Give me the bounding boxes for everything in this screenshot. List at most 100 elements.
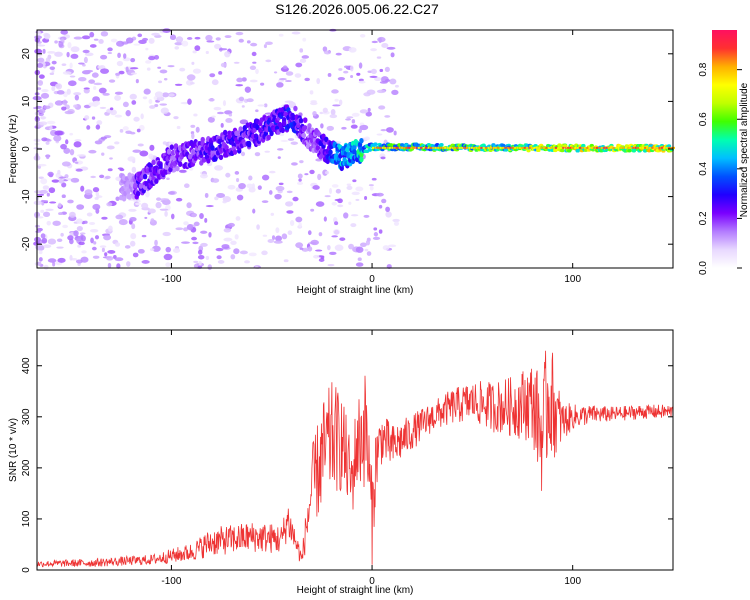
spectrogram-noise-cell	[81, 35, 91, 40]
spectrogram-core-cell	[629, 146, 632, 149]
spectrogram-noise-cell	[45, 57, 51, 63]
spectrogram-noise-cell	[128, 208, 134, 212]
spectrogram-core-cell	[408, 146, 411, 149]
spectrogram-noise-cell	[205, 50, 209, 55]
spectrogram-noise-cell	[290, 141, 299, 145]
spectrogram-noise-cell	[389, 78, 397, 85]
spectrogram-noise-cell	[132, 252, 139, 258]
spectrogram-noise-cell	[54, 130, 64, 136]
spectrogram-noise-cell	[350, 214, 359, 217]
spectrogram-core-cell	[668, 146, 671, 149]
spectrogram-noise-cell	[257, 104, 265, 107]
spectrogram-noise-cell	[130, 233, 137, 240]
spectrogram-core-cell	[514, 146, 517, 149]
spectrogram-noise-cell	[378, 37, 382, 44]
spectrogram-noise-cell	[40, 92, 50, 99]
spectrogram-ridge-cell	[121, 195, 127, 202]
spectrogram-noise-cell	[218, 70, 223, 75]
spectrogram-noise-cell	[66, 178, 72, 181]
spectrogram-noise-cell	[285, 80, 292, 83]
colorbar-ticks: 0.0 0.2 0.4 0.6 0.8	[698, 62, 742, 275]
spectrogram-noise-cell	[119, 168, 125, 172]
spectrogram-core-cell	[665, 146, 668, 149]
spectrogram-noise-cell	[171, 213, 175, 220]
spectrogram-noise-cell	[100, 31, 109, 37]
spectrogram-noise-cell	[135, 79, 139, 84]
spectrogram-noise-cell	[228, 113, 233, 117]
spectrogram-noise-cell	[46, 120, 56, 125]
spectrogram-noise-cell	[129, 240, 136, 247]
spectrogram-noise-cell	[85, 69, 94, 73]
spectrogram-noise-cell	[322, 46, 328, 52]
spectrogram-noise-cell	[355, 198, 360, 201]
spectrogram-noise-cell	[68, 80, 77, 87]
snr-x-ticks: -100 0 100	[161, 330, 581, 587]
spectrogram-noise-cell	[286, 210, 294, 214]
spectrogram-noise-cell	[51, 86, 56, 92]
spectrogram-noise-cell	[208, 98, 215, 102]
colorbar-gradient	[712, 30, 737, 268]
spectrogram-noise-cell	[239, 250, 248, 255]
spectrogram-core-cell	[422, 146, 425, 149]
snr-frame	[36, 329, 674, 571]
snr-y-tick-label: 0	[21, 567, 32, 573]
spectrogram-ridge-cell	[536, 148, 541, 152]
spectrogram-noise-cell	[36, 30, 41, 36]
spectrogram-noise-cell	[225, 172, 231, 178]
spectrogram-core-cell	[658, 146, 661, 149]
spectrogram-noise-cell	[45, 208, 54, 212]
spectrogram-noise-cell	[37, 163, 47, 167]
spectrogram-noise-cell	[211, 79, 219, 86]
spectrogram-noise-cell	[78, 241, 85, 246]
spectrogram-core-cell	[528, 146, 531, 149]
spectrogram-noise-cell	[79, 232, 86, 235]
spectrogram-noise-cell	[359, 109, 368, 114]
spectrogram-noise-cell	[275, 235, 283, 242]
spectrogram-noise-cell	[249, 79, 258, 83]
spectrogram-noise-cell	[363, 214, 370, 218]
spectrogram-noise-cell	[376, 89, 386, 94]
spectrogram-noise-cell	[126, 261, 131, 267]
spectrogram-noise-cell	[159, 69, 168, 74]
spectrogram-noise-cell	[149, 105, 156, 109]
spectrogram-ridge-cell	[269, 130, 274, 137]
spectrogram-noise-cell	[63, 147, 71, 154]
spectrogram-core-cell	[593, 146, 596, 149]
spectrogram-noise-cell	[205, 205, 214, 208]
snr-y-tick-label: 400	[21, 357, 32, 374]
spectrogram-noise-cell	[67, 235, 74, 241]
spectrogram-noise-cell	[211, 178, 220, 183]
spectrogram-noise-cell	[61, 106, 67, 111]
spectrogram-noise-cell	[355, 246, 364, 253]
spectrogram-core-cell	[490, 146, 493, 149]
spectrogram-core-cell	[420, 146, 423, 149]
spectrogram-noise-cell	[218, 48, 228, 51]
spectrogram-core-cell	[465, 146, 468, 149]
spectrogram-noise-cell	[37, 261, 42, 266]
spectrogram-core-cell	[617, 146, 620, 149]
spectrogram-noise-cell	[114, 91, 123, 95]
spectrogram-noise-cell	[369, 75, 378, 78]
spectrogram-core-cell	[429, 146, 432, 149]
spectrogram-noise-cell	[91, 72, 99, 78]
spectrogram-noise-cell	[223, 227, 232, 233]
spectrogram-core-cell	[511, 146, 514, 149]
spectrogram-noise-cell	[107, 250, 116, 254]
spectrogram-noise-cell	[90, 175, 96, 179]
spectrogram-noise-cell	[125, 130, 133, 134]
spectrogram-noise-cell	[299, 247, 304, 250]
spectrogram-core-cell	[632, 146, 635, 149]
spectrogram-ridge-cell	[175, 165, 180, 172]
spectrogram-noise-cell	[42, 48, 46, 54]
spectrogram-ridge-cell	[169, 144, 175, 150]
spectrogram-noise-cell	[192, 241, 199, 245]
spectrogram-noise-cell	[364, 196, 368, 200]
spectrogram-noise-cell	[51, 179, 60, 183]
spectrogram-noise-cell	[69, 148, 75, 156]
spectrogram-noise-cell	[100, 68, 110, 74]
spectrogram-noise-cell	[129, 67, 139, 70]
spectrogram-noise-cell	[92, 255, 100, 259]
spectrogram-noise-cell	[373, 227, 378, 231]
spectrogram-y-tick-label: 0	[21, 146, 32, 152]
spectrogram-core-cell	[624, 146, 627, 149]
